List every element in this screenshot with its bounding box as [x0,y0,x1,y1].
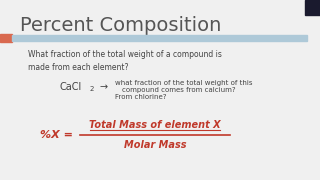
Bar [12,35,307,41]
Text: From chlorine?: From chlorine? [115,94,166,100]
Bar [0,34,12,42]
Text: compound comes from calcium?: compound comes from calcium? [122,87,236,93]
Text: 2: 2 [90,86,94,92]
Bar [305,0,320,15]
Bar [18,52,23,57]
Text: Percent Composition: Percent Composition [20,16,221,35]
Text: →: → [100,82,108,92]
Text: Molar Mass: Molar Mass [124,140,186,150]
Text: CaCl: CaCl [60,82,82,92]
Text: %X =: %X = [40,130,73,140]
Text: Total Mass of element X: Total Mass of element X [89,120,221,130]
Text: What fraction of the total weight of a compound is
made from each element?: What fraction of the total weight of a c… [28,50,222,71]
Text: what fraction of the total weight of this: what fraction of the total weight of thi… [115,80,252,86]
